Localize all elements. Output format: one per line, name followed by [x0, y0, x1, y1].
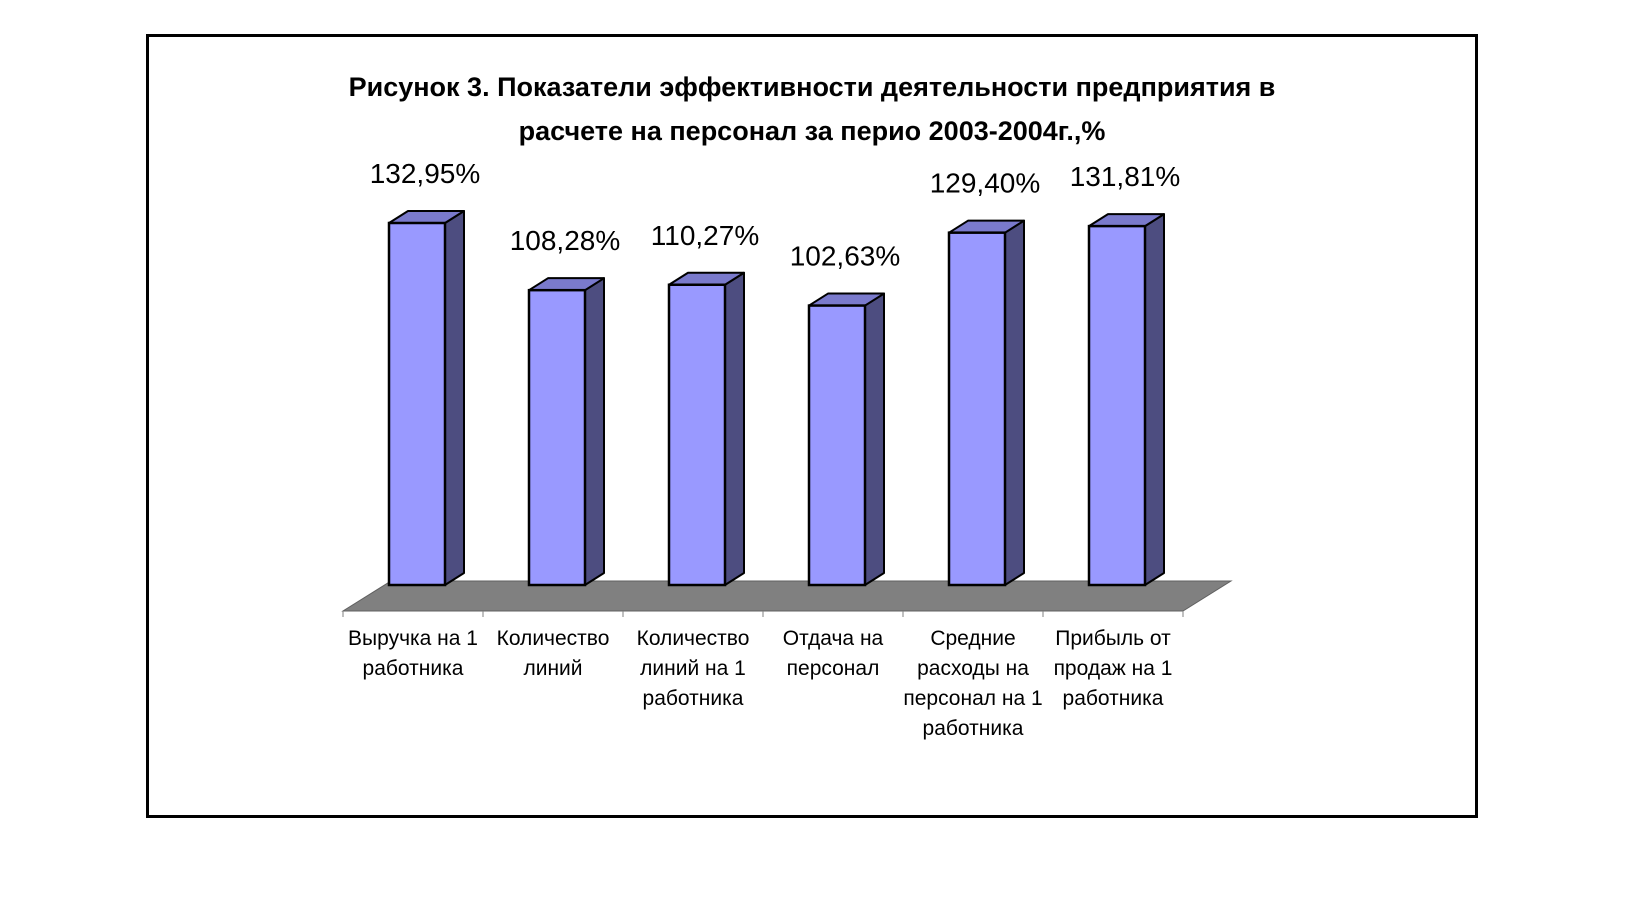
x-tick-label: Выручка на 1 работника	[348, 627, 478, 680]
chart-plot-area: 132,95% Выручка на 1 работника 108,28% Колич…	[341, 158, 1233, 740]
x-tick-label-line: Отдача на	[783, 627, 884, 650]
bar	[807, 304, 867, 587]
x-tick-label-line: Прибыль от	[1055, 627, 1171, 650]
bar-side	[1144, 213, 1165, 586]
data-label: 131,81%	[1070, 161, 1181, 192]
x-tick-label-line: линий на 1	[640, 657, 746, 680]
x-tick-label-line: Выручка на 1	[348, 627, 478, 650]
x-tick-label-line: линий	[523, 657, 582, 680]
bar	[1087, 224, 1147, 587]
x-tick-label: Отдача на персонал	[783, 627, 884, 680]
x-tick-label-line: работника	[1063, 687, 1164, 710]
bar-side	[584, 277, 605, 586]
x-tick-label: Прибыль от продаж на 1 работника	[1054, 627, 1173, 710]
chart-title-line-1: Рисунок 3. Показатели эффективности деят…	[348, 72, 1276, 102]
bar-side	[724, 271, 745, 586]
x-tick-label-line: персонал	[787, 657, 880, 680]
x-tick-label-line: Количество	[497, 627, 610, 650]
data-label: 129,40%	[930, 168, 1041, 199]
bar	[947, 231, 1007, 587]
x-tick-label: Средние расходы на персонал на 1 работника	[903, 627, 1042, 740]
x-tick-label-line: работника	[923, 717, 1024, 740]
chart-title-line-2: расчете на персонал за перио 2003-2004г.…	[518, 116, 1106, 146]
chart-title: Рисунок 3. Показатели эффективности деят…	[149, 65, 1475, 153]
bar-side	[1004, 219, 1025, 586]
bar	[667, 283, 727, 587]
x-tick-label-line: продаж на 1	[1054, 657, 1173, 680]
x-tick-label-line: работника	[643, 687, 744, 710]
bar-side	[864, 292, 885, 586]
data-label: 108,28%	[510, 225, 621, 256]
bar	[387, 221, 447, 587]
chart-frame: Рисунок 3. Показатели эффективности деят…	[146, 34, 1478, 818]
x-tick-label: Количество линий на 1 работника	[637, 627, 750, 710]
data-label: 132,95%	[370, 158, 481, 189]
x-tick-label-line: расходы на	[917, 657, 1029, 680]
data-label: 110,27%	[651, 220, 759, 251]
bar	[527, 288, 587, 587]
x-tick-label: Количество линий	[497, 627, 610, 680]
data-label: 102,63%	[790, 241, 901, 272]
x-tick-label-line: работника	[363, 657, 464, 680]
bar-side	[444, 210, 465, 586]
x-tick-label-line: Количество	[637, 627, 750, 650]
x-tick-label-line: Средние	[930, 627, 1015, 650]
x-tick-label-line: персонал на 1	[903, 687, 1042, 710]
